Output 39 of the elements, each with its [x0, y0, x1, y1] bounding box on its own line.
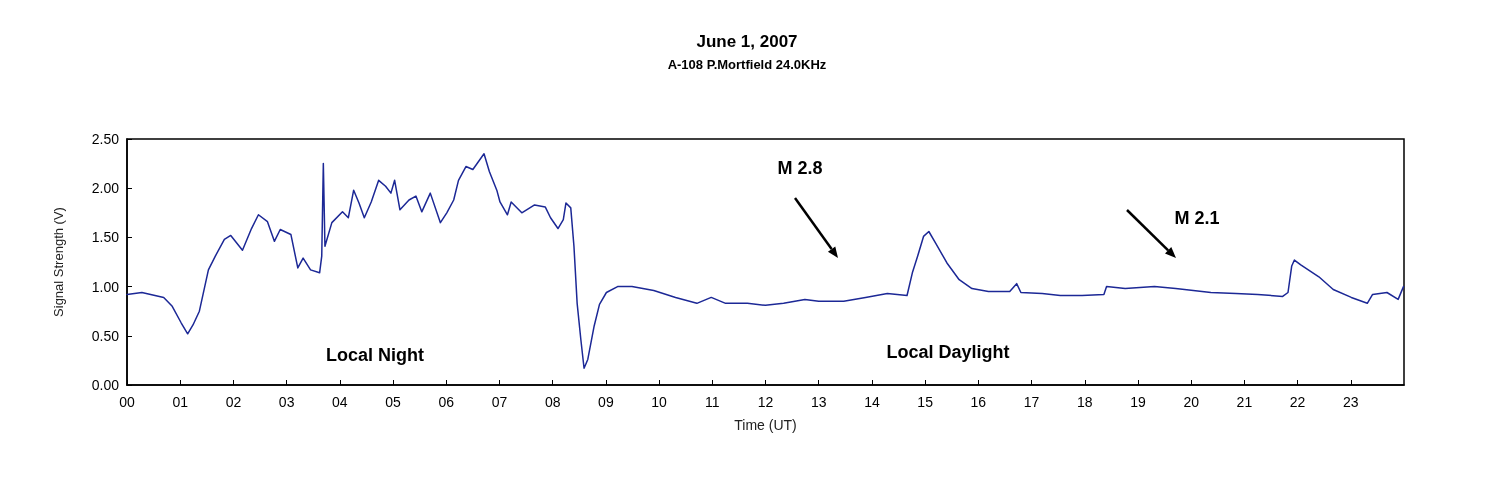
- x-tick-label: 23: [1343, 394, 1359, 410]
- x-tick-label: 03: [278, 394, 295, 410]
- annotation: M 2.1: [1174, 208, 1220, 228]
- x-tick-label: 14: [864, 394, 880, 410]
- x-tick-label: 01: [172, 394, 189, 410]
- x-tick-label: 02: [225, 394, 242, 410]
- y-tick-label: 0.00: [91, 377, 120, 393]
- annotation: Local Night: [326, 345, 424, 365]
- annotation: M 2.8: [777, 158, 823, 178]
- x-tick-label: 05: [385, 394, 402, 410]
- x-tick-label: 08: [544, 394, 561, 410]
- x-tick-label: 16: [970, 394, 987, 410]
- x-tick-label: 21: [1236, 394, 1253, 410]
- x-tick-label: 20: [1183, 394, 1200, 410]
- chart-subtitle: A-108 P.Mortfield 24.0KHz: [667, 57, 827, 72]
- y-axis-title: Signal Strength (V): [51, 207, 66, 317]
- x-tick-label: 15: [917, 394, 934, 410]
- chart-title: June 1, 2007: [696, 32, 798, 51]
- line-series: [126, 153, 1405, 370]
- x-tick-label: 10: [651, 394, 668, 410]
- x-tick-label: 07: [491, 394, 508, 410]
- x-tick-label: 00: [119, 394, 135, 410]
- x-tick-label: 06: [438, 394, 455, 410]
- y-tick-label: 1.00: [91, 278, 120, 295]
- x-tick-label: 09: [598, 394, 614, 410]
- y-tick-label: 2.00: [91, 180, 120, 197]
- x-tick-label: 17: [1023, 394, 1040, 410]
- x-tick-label: 22: [1289, 394, 1306, 410]
- annotation: Local Daylight: [886, 342, 1010, 362]
- y-tick-label: 1.50: [91, 229, 120, 246]
- y-tick-label: 0.50: [91, 327, 120, 344]
- x-tick-label: 18: [1076, 394, 1093, 410]
- x-tick-label: 11: [705, 394, 720, 410]
- x-axis-title: Time (UT): [734, 417, 797, 433]
- x-tick-label: 19: [1130, 394, 1146, 410]
- x-tick-label: 13: [810, 394, 827, 410]
- x-tick-label: 04: [332, 394, 348, 410]
- x-tick-label: 12: [757, 394, 774, 410]
- y-tick-label: 2.50: [91, 131, 120, 147]
